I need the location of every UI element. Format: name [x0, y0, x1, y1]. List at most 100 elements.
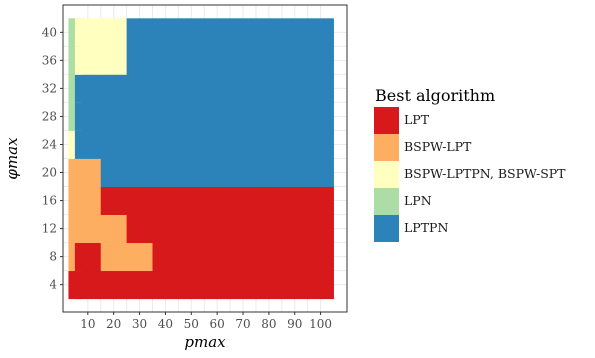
- legend-label: BSPW-LPTPN, BSPW-SPT: [404, 166, 566, 181]
- heatmap-cell: [230, 46, 257, 75]
- heatmap-cell: [204, 158, 231, 187]
- legend-items: LPT BSPW-LPT BSPW-LPTPN, BSPW-SPT LPN LPTPN: [374, 107, 566, 242]
- heatmap-cell: [100, 102, 128, 131]
- heatmap-cell: [74, 102, 102, 131]
- y-tick-label: 20: [42, 166, 57, 180]
- x-tick-label: 70: [235, 317, 250, 331]
- heatmap-cell: [100, 242, 128, 272]
- heatmap-cell: [307, 102, 334, 131]
- heatmap-cell: [255, 270, 283, 300]
- y-tick-label: 36: [42, 53, 57, 67]
- heatmap-cell: [74, 158, 102, 187]
- heatmap-cell: [255, 158, 283, 187]
- heatmap-cell: [74, 46, 102, 75]
- y-axis-title: φmax: [3, 137, 21, 180]
- heatmap-cell: [307, 242, 334, 272]
- heatmap-cell: [281, 158, 309, 187]
- heatmap-cell: [255, 18, 283, 47]
- heatmap-cell: [281, 130, 309, 159]
- x-tick-label: 60: [210, 317, 225, 331]
- heatmap-cell: [100, 214, 128, 244]
- heatmap-cell: [281, 270, 309, 300]
- heatmap-cell: [255, 102, 283, 131]
- heatmap-cell: [230, 102, 257, 131]
- heatmap-cell: [204, 74, 231, 103]
- x-tick-label: 80: [261, 317, 276, 331]
- legend-label: LPTPN: [404, 220, 448, 235]
- heatmap-cell: [126, 18, 153, 47]
- y-tick-label: 40: [42, 25, 57, 39]
- legend-label: BSPW-LPT: [404, 139, 472, 154]
- legend-key: [374, 107, 399, 134]
- heatmap-cell: [255, 74, 283, 103]
- plot-panel-border: [62, 4, 348, 313]
- x-tick-label: 40: [158, 317, 173, 331]
- legend-key: [374, 188, 399, 215]
- heatmap-cell: [178, 186, 205, 215]
- heatmap-cell: [126, 270, 153, 300]
- y-tick-label: 8: [49, 250, 57, 264]
- heatmap-cell: [204, 46, 231, 75]
- heatmap-cell: [152, 102, 179, 131]
- x-tick-label: 90: [287, 317, 302, 331]
- heatmap-cell: [255, 186, 283, 215]
- heatmap-cell: [281, 242, 309, 272]
- heatmap-cell: [178, 46, 205, 75]
- heatmap-cell: [230, 242, 257, 272]
- heatmap-cell: [74, 214, 102, 244]
- heatmap-cell: [255, 214, 283, 244]
- heatmap-cell: [307, 158, 334, 187]
- heatmap-cell: [307, 74, 334, 103]
- legend-label: LPT: [404, 112, 430, 127]
- heatmap-cell: [255, 46, 283, 75]
- heatmap-cell: [281, 186, 309, 215]
- heatmap-cell: [126, 186, 153, 215]
- heatmap-cells: [68, 18, 334, 300]
- x-axis-title: pmax: [184, 333, 226, 351]
- heatmap-cell: [100, 46, 128, 75]
- heatmap-cell: [307, 186, 334, 215]
- heatmap-cell: [100, 158, 128, 187]
- heatmap-cell: [307, 130, 334, 159]
- heatmap-cell: [230, 130, 257, 159]
- heatmap-cell: [178, 214, 205, 244]
- heatmap-cell: [230, 18, 257, 47]
- heatmap-cell: [307, 270, 334, 300]
- heatmap-cell: [152, 242, 179, 272]
- heatmap-cell: [152, 186, 179, 215]
- x-axis-ticks: 10 20 30 40 50 60 70 80 90 100: [80, 312, 332, 331]
- heatmap-cell: [74, 130, 102, 159]
- y-axis-ticks: 4 8 12 16 20 24 28 32 36 40: [42, 25, 63, 292]
- heatmap-cell: [307, 214, 334, 244]
- heatmap-cell: [126, 102, 153, 131]
- x-tick-label: 10: [80, 317, 95, 331]
- y-tick-label: 24: [42, 137, 58, 151]
- legend-title: Best algorithm: [375, 86, 495, 105]
- heatmap-cell: [230, 158, 257, 187]
- heatmap-cell: [204, 242, 231, 272]
- heatmap-cell: [230, 270, 257, 300]
- heatmap-cell: [100, 74, 128, 103]
- heatmap-cell: [126, 130, 153, 159]
- heatmap-cell: [74, 186, 102, 215]
- x-tick-label: 30: [132, 317, 147, 331]
- heatmap-cell: [74, 74, 102, 103]
- heatmap-cell: [307, 46, 334, 75]
- y-tick-label: 28: [42, 109, 57, 123]
- heatmap-cell: [178, 158, 205, 187]
- heatmap-cell: [230, 214, 257, 244]
- heatmap-cell: [204, 102, 231, 131]
- y-tick-label: 12: [42, 222, 57, 236]
- heatmap-cell: [126, 242, 153, 272]
- heatmap-cell: [204, 270, 231, 300]
- heatmap-cell: [178, 242, 205, 272]
- heatmap-cell: [230, 74, 257, 103]
- legend: Best algorithm LPT BSPW-LPT BSPW-LPTPN, BS…: [374, 86, 566, 242]
- legend-key: [374, 134, 399, 161]
- heatmap-cell: [126, 158, 153, 187]
- y-tick-label: 16: [42, 194, 57, 208]
- legend-key: [374, 161, 399, 188]
- heatmap-cell: [255, 130, 283, 159]
- heatmap-cell: [178, 102, 205, 131]
